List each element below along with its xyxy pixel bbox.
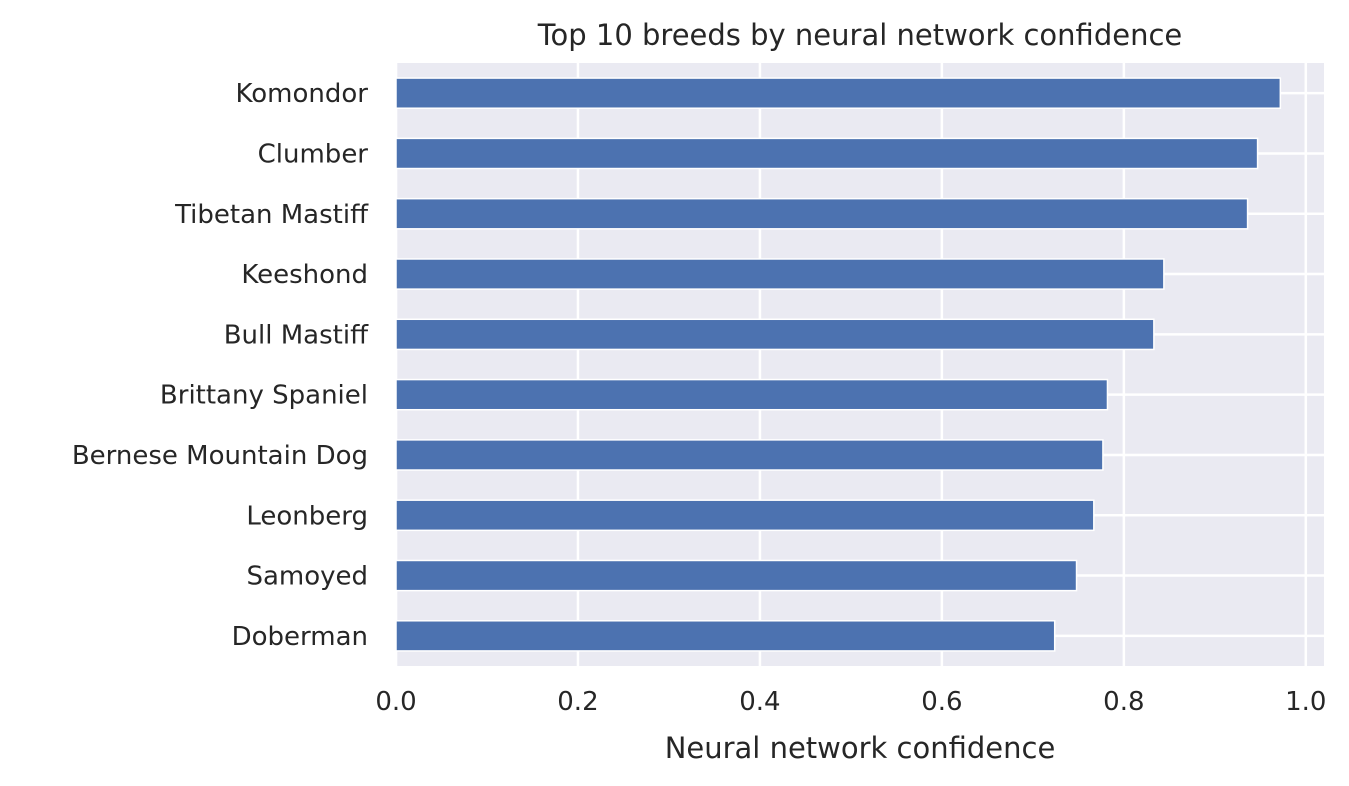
bar-brittany-spaniel <box>395 378 1109 411</box>
y-tick-label: Brittany Spaniel <box>160 381 368 411</box>
bar-tibetan-mastiff <box>395 197 1249 230</box>
bar-bull-mastiff <box>395 318 1155 351</box>
x-tick-label: 0.6 <box>921 687 962 717</box>
bar-leonberg <box>395 499 1095 532</box>
x-tick-label: 0.0 <box>375 687 416 717</box>
y-tick-label: Bull Mastiff <box>224 320 369 350</box>
bar-clumber <box>395 137 1259 170</box>
bars <box>395 77 1282 652</box>
x-tick-label: 1.0 <box>1285 687 1326 717</box>
y-tick-label: Doberman <box>232 622 368 652</box>
chart-title: Top 10 breeds by neural network confiden… <box>537 18 1183 52</box>
x-axis-title: Neural network confidence <box>665 731 1056 765</box>
x-tick-label: 0.8 <box>1103 687 1144 717</box>
y-tick-label: Keeshond <box>241 260 368 290</box>
x-tick-label: 0.2 <box>557 687 598 717</box>
bar-keeshond <box>395 258 1165 290</box>
bar-komondor <box>395 77 1282 109</box>
y-tick-label: Bernese Mountain Dog <box>72 441 368 471</box>
y-tick-labels: Komondor Clumber Tibetan Mastiff Keeshond Bu… <box>72 79 369 652</box>
bar-doberman <box>395 620 1056 652</box>
bar-bernese-mountain-dog <box>395 439 1104 471</box>
y-tick-label: Komondor <box>236 79 369 109</box>
y-tick-label: Leonberg <box>246 501 368 531</box>
y-tick-label: Tibetan Mastiff <box>174 200 369 230</box>
y-tick-label: Clumber <box>258 139 369 169</box>
bar-samoyed <box>395 559 1078 592</box>
x-tick-label: 0.4 <box>739 687 780 717</box>
y-tick-label: Samoyed <box>246 562 368 592</box>
x-tick-labels: 0.0 0.2 0.4 0.6 0.8 1.0 <box>375 687 1326 717</box>
